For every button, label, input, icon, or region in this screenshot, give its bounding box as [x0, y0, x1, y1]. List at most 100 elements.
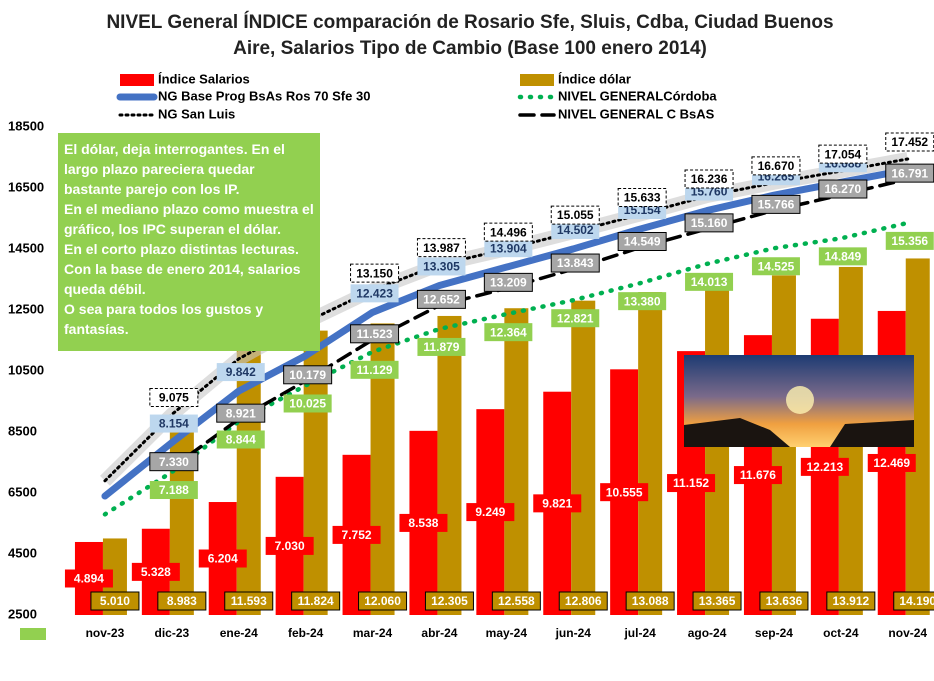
annotation-line: En el mediano plazo como muestra el gráf… — [64, 199, 314, 239]
data-label: 13.088 — [632, 594, 669, 608]
y-tick-label: 18500 — [8, 118, 44, 133]
data-label: 17.054 — [824, 147, 861, 161]
data-label: 12.821 — [557, 311, 594, 325]
data-label: 13.987 — [423, 241, 460, 255]
y-tick-label: 4500 — [8, 545, 37, 560]
data-label: 14.849 — [824, 250, 861, 264]
data-label: 8.538 — [408, 516, 438, 530]
data-label: 15.356 — [891, 234, 928, 248]
annotation-line: En el corto plazo distintas lecturas. — [64, 239, 314, 259]
data-label: 12.423 — [356, 287, 393, 301]
data-label: 12.213 — [806, 460, 843, 474]
data-label: 16.670 — [758, 159, 795, 173]
data-label: 14.549 — [624, 235, 661, 249]
bar — [571, 301, 595, 615]
x-tick-label: oct-24 — [823, 626, 859, 640]
data-label: 17.452 — [891, 135, 928, 149]
legend-label: Índice Salarios — [158, 71, 250, 86]
bar — [437, 316, 461, 615]
legend-label: NIVEL GENERAL C BsAS — [558, 106, 715, 121]
data-label: 13.904 — [490, 241, 527, 255]
data-label: 15.766 — [758, 198, 795, 212]
data-label: 7.030 — [275, 539, 305, 553]
data-label: 11.129 — [357, 363, 393, 377]
data-label: 13.843 — [557, 256, 594, 270]
x-tick-label: feb-24 — [288, 626, 324, 640]
data-label: 13.150 — [356, 266, 393, 280]
data-label: 12.558 — [498, 594, 535, 608]
data-label: 7.752 — [342, 528, 372, 542]
data-label: 11.152 — [673, 476, 709, 490]
data-label: 13.912 — [832, 594, 869, 608]
data-label: 10.179 — [289, 368, 326, 382]
data-label: 11.879 — [423, 340, 459, 354]
annotation-line: El dólar, deja interrogantes. En el larg… — [64, 139, 314, 199]
data-label: 7.188 — [159, 483, 189, 497]
y-tick-label: 8500 — [8, 423, 37, 438]
x-tick-label: jul-24 — [623, 626, 656, 640]
page: 2500450065008500105001250014500165001850… — [0, 0, 934, 681]
data-label: 13.365 — [699, 594, 736, 608]
data-label: 4.894 — [74, 572, 104, 586]
legend-swatch — [520, 74, 554, 86]
legend-swatch — [20, 628, 46, 640]
x-tick-label: jun-24 — [555, 626, 592, 640]
data-label: 14.190 — [899, 594, 934, 608]
bar — [638, 292, 662, 615]
bar — [504, 308, 528, 615]
x-tick-label: nov-23 — [86, 626, 125, 640]
data-label: 14.496 — [490, 225, 527, 239]
data-label: 12.469 — [873, 456, 910, 470]
annotation-line: Con la base de enero 2014, salarios qued… — [64, 259, 314, 299]
legend-label: NG Base Prog BsAs Ros 70 Sfe 30 — [158, 88, 370, 103]
data-label: 11.676 — [740, 468, 776, 482]
y-tick-label: 2500 — [8, 606, 37, 621]
legend-label: Índice dólar — [558, 71, 631, 86]
data-label: 14.013 — [691, 275, 728, 289]
data-label: 14.525 — [758, 259, 795, 273]
x-tick-label: ene-24 — [220, 626, 258, 640]
data-label: 11.593 — [231, 594, 267, 608]
data-label: 8.983 — [167, 594, 197, 608]
data-label: 16.236 — [691, 172, 728, 186]
data-label: 12.652 — [423, 293, 460, 307]
data-label: 6.204 — [208, 552, 238, 566]
x-tick-label: nov-24 — [888, 626, 927, 640]
y-tick-label: 6500 — [8, 484, 37, 499]
legend-label: NIVEL GENERALCórdoba — [558, 88, 717, 103]
data-label: 15.633 — [624, 191, 661, 205]
data-label: 12.806 — [565, 594, 602, 608]
data-label: 16.791 — [891, 166, 928, 180]
data-label: 9.842 — [226, 365, 256, 379]
y-tick-label: 10500 — [8, 362, 44, 377]
data-label: 14.502 — [557, 223, 594, 237]
legend-swatch — [120, 74, 154, 86]
bar — [705, 284, 729, 615]
x-tick-label: may-24 — [486, 626, 528, 640]
data-label: 5.328 — [141, 565, 171, 579]
data-label: 15.055 — [557, 208, 594, 222]
data-label: 9.075 — [159, 391, 189, 405]
x-tick-label: sep-24 — [755, 626, 793, 640]
data-label: 12.364 — [490, 325, 527, 339]
data-label: 12.305 — [431, 594, 468, 608]
data-label: 9.249 — [475, 505, 505, 519]
x-tick-label: mar-24 — [353, 626, 393, 640]
data-label: 16.270 — [824, 182, 861, 196]
data-label: 5.010 — [100, 594, 130, 608]
photo — [684, 355, 914, 447]
data-label: 10.555 — [606, 485, 643, 499]
y-tick-label: 12500 — [8, 301, 44, 316]
data-label: 7.330 — [159, 455, 189, 469]
data-label: 11.523 — [357, 327, 393, 341]
annotation-line: O sea para todos los gustos y fantasías. — [64, 299, 314, 339]
chart-title: NIVEL General ÍNDICE comparación de Rosa… — [90, 10, 850, 62]
bar — [170, 417, 194, 615]
annotation: El dólar, deja interrogantes. En el larg… — [58, 133, 320, 351]
data-label: 8.921 — [226, 406, 256, 420]
data-label: 13.305 — [423, 260, 460, 274]
x-tick-label: abr-24 — [421, 626, 457, 640]
data-label: 13.380 — [624, 294, 661, 308]
data-label: 13.209 — [490, 276, 527, 290]
data-label: 15.160 — [691, 216, 728, 230]
